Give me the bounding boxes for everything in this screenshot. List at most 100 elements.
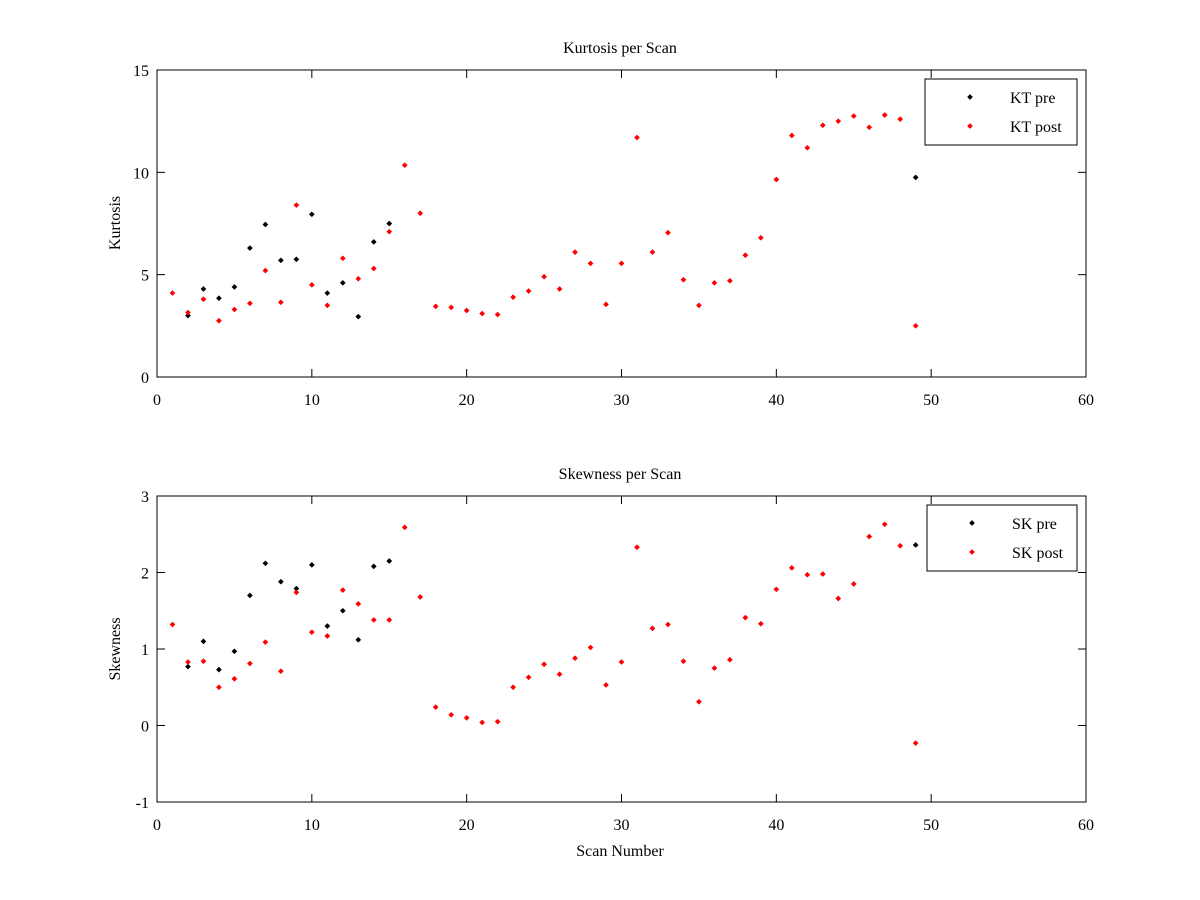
kurtosis-point-kt-post xyxy=(494,311,501,318)
skewness-point-sk-post xyxy=(881,521,888,528)
skewness-y-tick-label: 3 xyxy=(141,489,149,506)
kurtosis-point-kt-post xyxy=(324,302,331,309)
kurtosis-point-kt-post xyxy=(742,252,749,259)
kurtosis-legend-marker-kt-post xyxy=(967,123,973,129)
skewness-x-tick-label: 0 xyxy=(153,817,161,834)
kurtosis-point-kt-post xyxy=(866,124,873,131)
kurtosis-point-kt-post xyxy=(355,275,362,282)
kurtosis-point-kt-post xyxy=(664,229,671,236)
kurtosis-y-tick-label: 0 xyxy=(141,370,149,387)
kurtosis-y-tick-label: 10 xyxy=(133,165,149,182)
skewness-point-sk-post xyxy=(695,698,702,705)
kurtosis-point-kt-post xyxy=(711,279,718,286)
skewness-point-sk-post xyxy=(463,714,470,721)
skewness-point-sk-post xyxy=(912,740,919,747)
skewness-point-sk-post xyxy=(277,668,284,675)
skewness-y-axis-label: Skewness xyxy=(107,617,124,680)
skewness-subplot: Skewness per Scan Skewness Scan Number 0… xyxy=(107,466,1094,860)
skewness-legend-box xyxy=(926,504,1078,572)
kurtosis-point-kt-post xyxy=(293,202,300,209)
skewness-point-sk-pre xyxy=(185,663,191,670)
kurtosis-point-kt-pre xyxy=(277,257,284,264)
kurtosis-point-kt-pre xyxy=(339,279,346,286)
kurtosis-point-kt-pre xyxy=(912,174,919,181)
kurtosis-point-kt-pre xyxy=(200,286,207,292)
skewness-point-sk-post xyxy=(494,718,501,725)
skewness-point-sk-post xyxy=(850,581,857,587)
kurtosis-x-tick-label: 0 xyxy=(153,392,161,409)
skewness-point-sk-post xyxy=(541,661,548,668)
skewness-point-sk-pre xyxy=(339,607,346,614)
skewness-point-sk-post xyxy=(339,587,346,594)
skewness-point-sk-post xyxy=(324,633,331,639)
kurtosis-subplot: Kurtosis per Scan Kurtosis 0 10 20 30 40 50 60… xyxy=(107,40,1094,409)
kurtosis-point-kt-post xyxy=(525,288,532,294)
skewness-point-sk-post xyxy=(386,616,393,623)
kurtosis-x-tick-label: 30 xyxy=(614,392,630,409)
skewness-legend-marker-sk-post xyxy=(969,549,975,555)
skewness-point-sk-post xyxy=(618,659,625,665)
skewness-point-sk-post xyxy=(664,621,671,628)
kurtosis-point-kt-pre xyxy=(324,290,331,297)
kurtosis-point-kt-post xyxy=(262,267,269,274)
kurtosis-point-kt-post xyxy=(479,310,486,317)
skewness-point-sk-post xyxy=(262,639,269,646)
kurtosis-point-kt-post xyxy=(370,265,377,272)
skewness-legend: SK pre SK post xyxy=(926,504,1078,572)
kurtosis-point-kt-post xyxy=(912,322,919,329)
skewness-point-sk-post xyxy=(742,614,749,621)
skewness-point-sk-pre xyxy=(231,648,238,655)
skewness-point-sk-post xyxy=(169,621,176,628)
kurtosis-legend-label-kt-pre: KT pre xyxy=(1010,90,1055,107)
skewness-point-sk-pre xyxy=(355,636,362,643)
skewness-point-sk-post xyxy=(649,625,656,632)
kurtosis-point-kt-post xyxy=(463,307,470,314)
kurtosis-x-tick-label: 50 xyxy=(923,392,939,409)
skewness-point-sk-post xyxy=(835,595,842,602)
skewness-point-sk-post xyxy=(185,659,191,665)
kurtosis-point-kt-post xyxy=(200,296,207,303)
skewness-point-sk-post xyxy=(587,644,594,651)
kurtosis-point-kt-post xyxy=(788,132,795,139)
skewness-point-sk-post xyxy=(603,682,609,688)
skewness-point-sk-post xyxy=(370,616,377,623)
skewness-point-sk-pre xyxy=(277,578,284,585)
kurtosis-point-kt-post xyxy=(339,255,346,262)
kurtosis-point-kt-post xyxy=(169,290,176,297)
skewness-point-sk-post xyxy=(525,674,532,681)
kurtosis-point-kt-post xyxy=(185,309,191,316)
skewness-legend-label-sk-pre: SK pre xyxy=(1012,516,1057,533)
skewness-point-sk-post xyxy=(231,675,238,682)
kurtosis-x-tick-label: 20 xyxy=(459,392,475,409)
kurtosis-y-axis-label: Kurtosis xyxy=(107,196,124,250)
skewness-x-tick-label: 20 xyxy=(459,817,475,834)
kurtosis-point-kt-pre xyxy=(308,211,315,218)
kurtosis-point-kt-pre xyxy=(293,256,300,263)
skewness-point-sk-post xyxy=(556,671,563,678)
kurtosis-point-kt-post xyxy=(726,277,733,284)
kurtosis-point-kt-post xyxy=(448,304,455,311)
skewness-y-tick-label: 1 xyxy=(141,642,149,659)
kurtosis-point-kt-pre xyxy=(355,313,362,320)
kurtosis-point-kt-post xyxy=(819,122,826,129)
skewness-point-sk-post xyxy=(819,571,826,577)
skewness-title: Skewness per Scan xyxy=(559,466,682,483)
skewness-point-sk-pre xyxy=(246,592,253,599)
kurtosis-point-kt-post xyxy=(308,281,315,288)
kurtosis-point-kt-post xyxy=(618,260,625,267)
kurtosis-point-kt-post xyxy=(603,301,609,308)
skewness-point-sk-post xyxy=(680,658,687,665)
kurtosis-point-kt-post xyxy=(680,276,687,283)
kurtosis-legend-label-kt-post: KT post xyxy=(1010,119,1062,136)
skewness-point-sk-post xyxy=(479,719,486,726)
kurtosis-point-kt-post xyxy=(804,144,811,151)
kurtosis-point-kt-post xyxy=(417,210,424,217)
kurtosis-point-kt-post xyxy=(881,112,888,118)
skewness-point-sk-pre xyxy=(262,560,269,567)
skewness-point-sk-post xyxy=(773,586,780,593)
skewness-point-sk-post xyxy=(432,704,439,711)
skewness-point-sk-post xyxy=(293,589,300,596)
kurtosis-point-kt-pre xyxy=(262,221,269,228)
